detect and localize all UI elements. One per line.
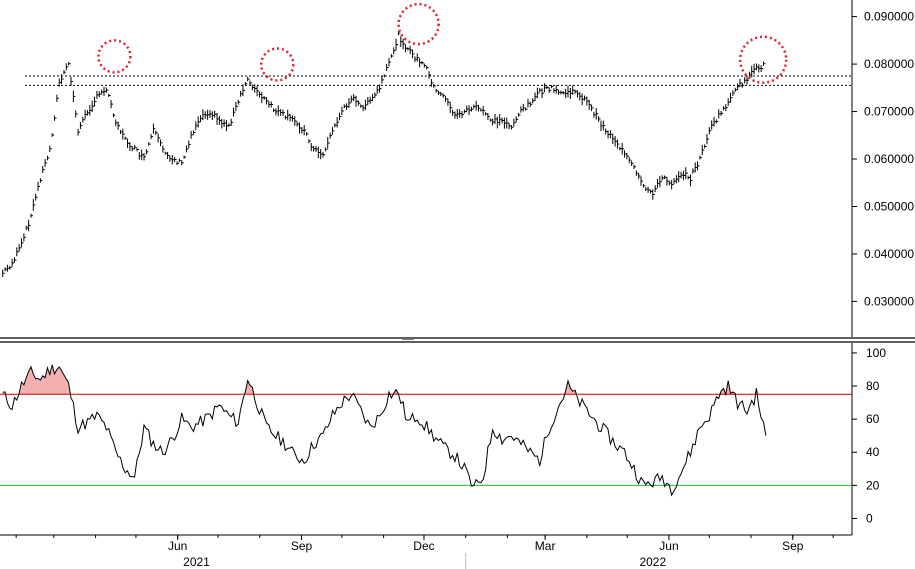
price-y-tick-label: 0.070000: [864, 105, 914, 119]
osc-y-tick-label: 60: [866, 412, 880, 426]
x-tick-label: Dec: [413, 539, 434, 553]
x-tick-label: Jun: [659, 539, 678, 553]
price-y-tick-label: 0.080000: [864, 57, 914, 71]
peak-highlight-circle: [397, 2, 440, 46]
osc-y-tick-label: 40: [866, 445, 880, 459]
price-y-tick-label: 0.060000: [864, 152, 914, 166]
price-y-tick-label: 0.040000: [864, 247, 914, 261]
peak-highlight-circle: [97, 39, 132, 74]
x-tick-label: Jun: [168, 539, 187, 553]
oscillator-line: [2, 364, 767, 497]
price-y-tick-label: 0.030000: [864, 294, 914, 308]
x-axis: Jun Sep Dec Mar Jun Sep 2021 2022: [0, 534, 852, 569]
peak-highlight-circle: [738, 35, 788, 84]
price-panel: 0.090000 0.080000 0.070000 0.060000 0.050000…: [2, 0, 914, 337]
x-tick-label: Sep: [291, 539, 313, 553]
peak-highlight-circle: [260, 47, 295, 82]
osc-y-tick-label: 100: [866, 346, 886, 360]
osc-y-tick-label: 0: [866, 511, 873, 525]
panel-divider[interactable]: [0, 337, 915, 343]
x-tick-label: Sep: [782, 539, 804, 553]
osc-y-tick-label: 80: [866, 379, 880, 393]
overbought-fill: [2, 364, 766, 395]
price-y-tick-label: 0.090000: [864, 10, 914, 24]
x-year-label: 2021: [183, 555, 210, 569]
oscillator-panel: 100 80 60 40 20 0: [0, 343, 886, 535]
price-y-tick-label: 0.050000: [864, 199, 914, 213]
panel-splitter[interactable]: [0, 337, 915, 343]
x-year-label: 2022: [639, 555, 666, 569]
osc-y-tick-label: 20: [866, 478, 880, 492]
x-tick-label: Mar: [535, 539, 556, 553]
